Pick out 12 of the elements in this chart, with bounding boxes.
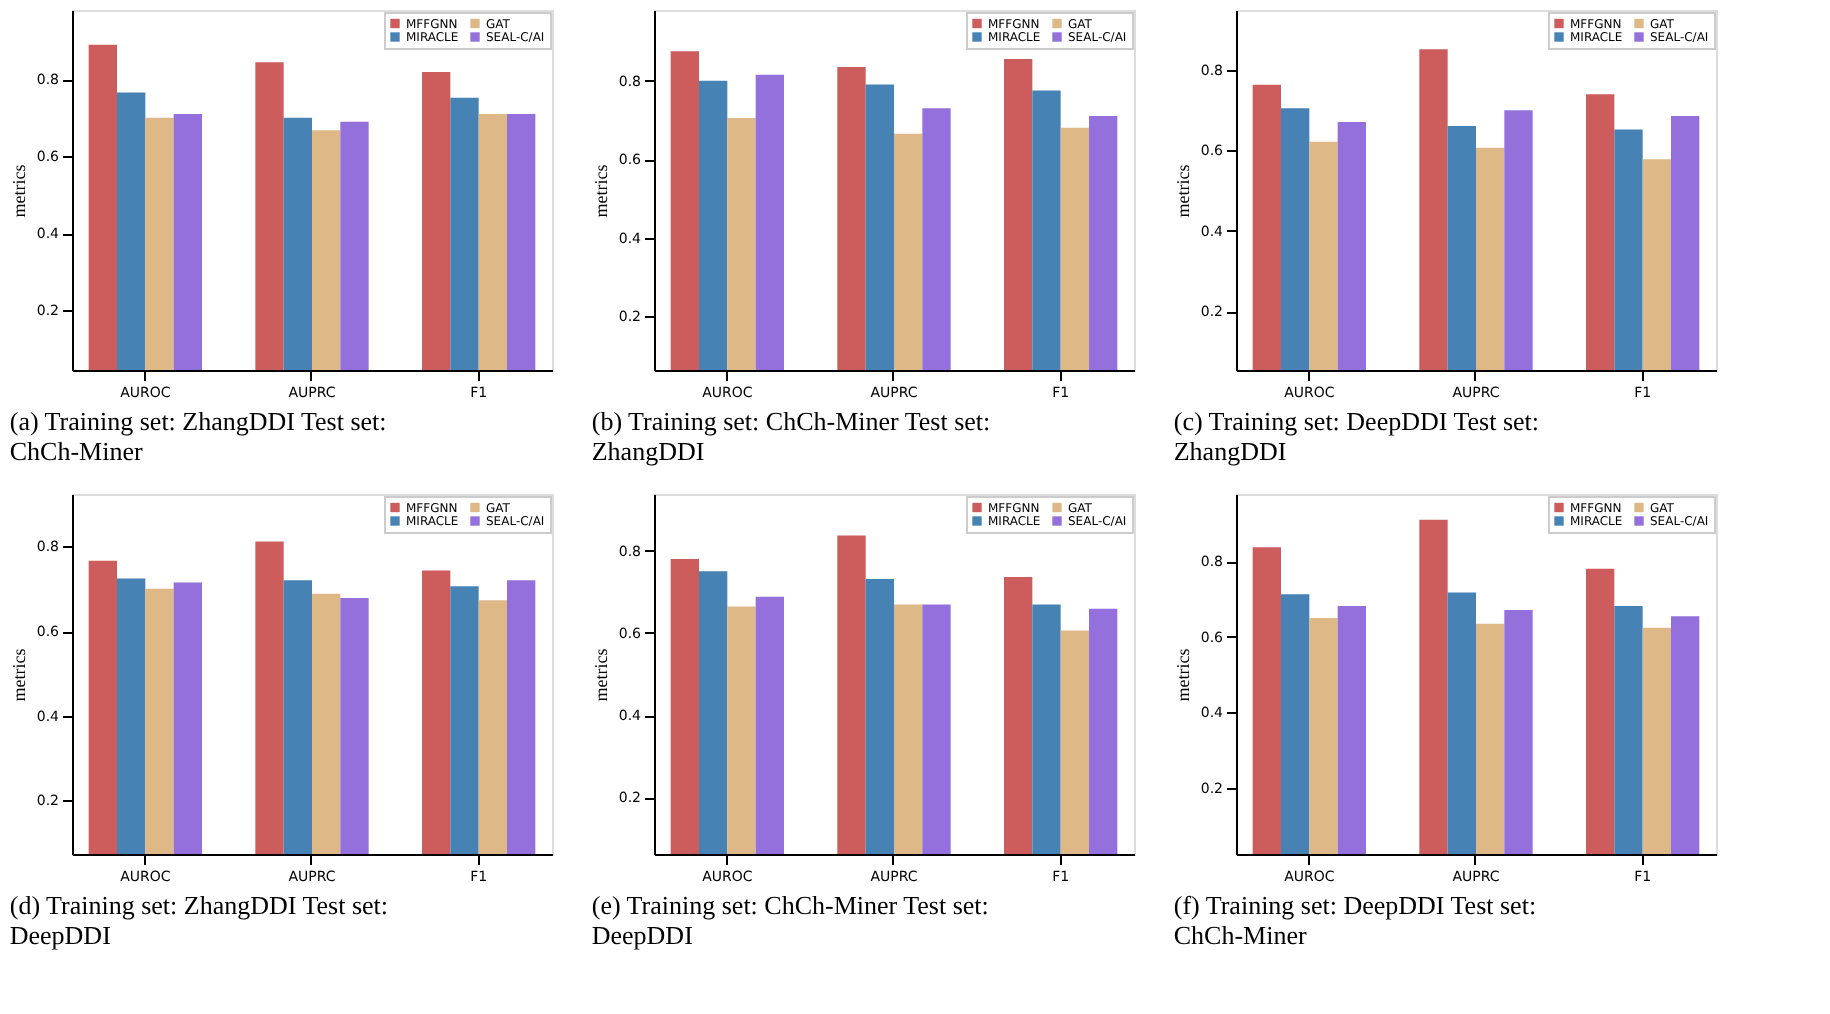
- text: (d) Training set: ZhangDDI Test set: DeepDDI: [9, 890, 389, 950]
- y-axis-title: metrics: [590, 647, 611, 702]
- text: (b) Training set: ChCh-Miner Test set: ZhangDDI: [591, 406, 991, 466]
- text: (a) Training set: ZhangDDI Test set: ChCh-Miner: [9, 406, 387, 466]
- y-axis-title: metrics: [1172, 163, 1193, 218]
- text: (e) Training set: ChCh-Miner Test set: DeepDDI: [591, 890, 989, 950]
- text: (f) Training set: DeepDDI Test set: ChCh-Miner: [1173, 890, 1537, 950]
- y-axis-title: metrics: [590, 163, 611, 218]
- y-axis-title: metrics: [8, 163, 29, 218]
- y-axis-title: metrics: [1172, 647, 1193, 702]
- text: (c) Training set: DeepDDI Test set: ZhangDDI: [1173, 406, 1540, 466]
- y-axis-title: metrics: [8, 647, 29, 702]
